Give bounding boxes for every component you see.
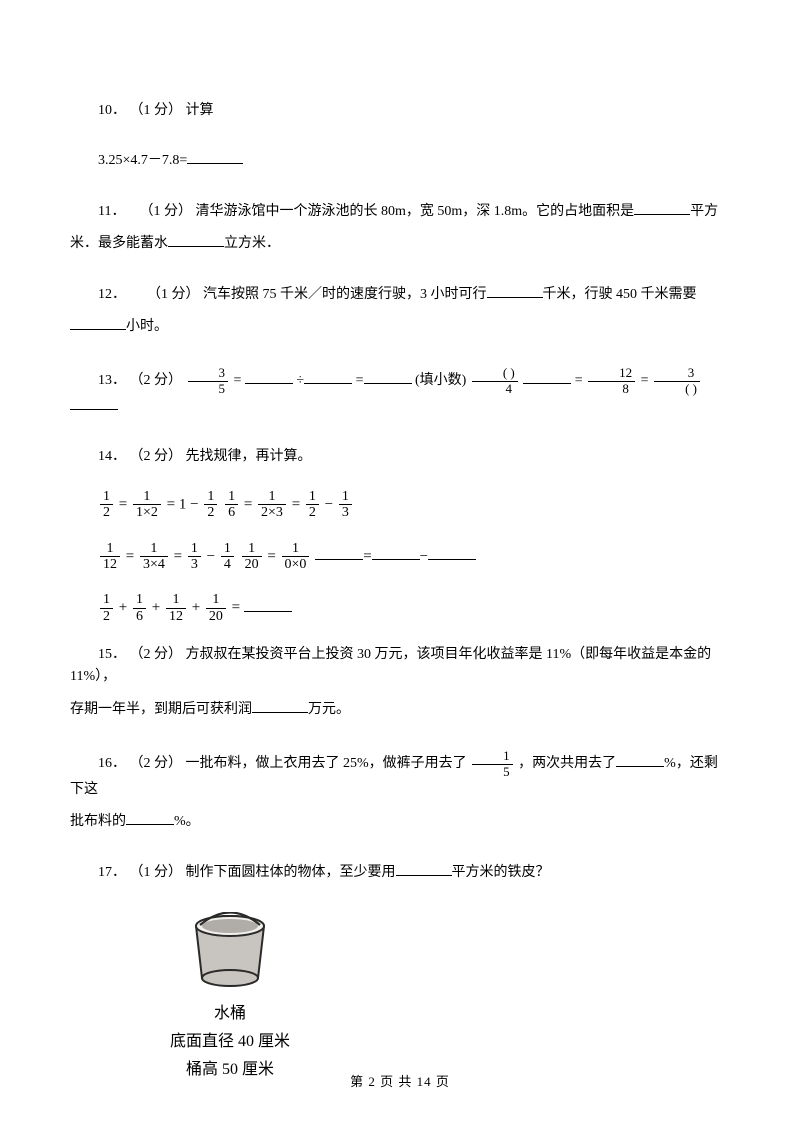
q12-t3: 小时。 bbox=[126, 319, 168, 334]
q14-line3: 12 + 16 + 112 + 120 = bbox=[98, 592, 730, 624]
fraction: 13×4 bbox=[140, 541, 168, 573]
q13-points: （2 分） bbox=[130, 373, 183, 388]
fraction: 12×3 bbox=[258, 489, 286, 521]
q12-t1: 汽车按照 75 千米／时的速度行驶，3 小时可行 bbox=[203, 287, 487, 302]
question-12: 12． （1 分） 汽车按照 75 千米／时的速度行驶，3 小时可行 千米，行驶 … bbox=[70, 284, 730, 306]
bucket-figure: 水桶 底面直径 40 厘米 桶高 50 厘米 bbox=[140, 912, 320, 1082]
fraction: ( )4 bbox=[472, 366, 518, 396]
q12-t2: 千米，行驶 450 千米需要 bbox=[543, 287, 697, 302]
q11-points: （1 分） bbox=[139, 204, 192, 219]
fraction: 14 bbox=[221, 541, 234, 573]
q16-num: 16． bbox=[98, 756, 126, 771]
fraction: 112 bbox=[100, 541, 120, 573]
page-footer: 第 2 页 共 14 页 bbox=[0, 1071, 800, 1090]
blank bbox=[372, 545, 420, 560]
question-11: 11． （1 分） 清华游泳馆中一个游泳池的长 80m，宽 50m，深 1.8m… bbox=[70, 201, 730, 223]
blank bbox=[245, 370, 293, 384]
q12-points: （1 分） bbox=[147, 287, 200, 302]
q14-points: （2 分） bbox=[130, 449, 183, 464]
q17-points: （1 分） bbox=[130, 865, 183, 880]
q15-t2: 存期一年半，到期后可获利润 bbox=[70, 702, 252, 717]
blank bbox=[396, 862, 452, 876]
q16-t2: ，两次共用去了 bbox=[518, 756, 616, 771]
blank bbox=[168, 233, 224, 247]
bucket-icon bbox=[185, 912, 275, 998]
q13-num: 13． bbox=[98, 373, 126, 388]
q15-points: （2 分） bbox=[130, 647, 183, 662]
blank bbox=[304, 370, 352, 384]
fraction: 11×2 bbox=[133, 489, 161, 521]
blank bbox=[70, 316, 126, 330]
fraction: 12 bbox=[306, 489, 319, 521]
fraction: 128 bbox=[588, 366, 635, 396]
blank bbox=[428, 545, 476, 560]
fraction: 13 bbox=[188, 541, 201, 573]
question-16-cont: 批布料的 %。 bbox=[70, 811, 730, 833]
q16-t5: %。 bbox=[174, 814, 200, 829]
question-12-cont: 小时。 bbox=[70, 316, 730, 338]
q10-title: 计算 bbox=[186, 103, 214, 118]
fraction: 16 bbox=[133, 592, 146, 624]
fraction: 3( ) bbox=[654, 366, 700, 396]
blank bbox=[634, 201, 690, 215]
q17-num: 17． bbox=[98, 865, 126, 880]
q14-num: 14． bbox=[98, 449, 126, 464]
q16-t1: 一批布料，做上衣用去了 25%，做裤子用去了 bbox=[186, 756, 471, 771]
q14-line2: 112 = 13×4 = 13 − 14 120 = 10×0 =− bbox=[98, 541, 730, 573]
q13-mid: (填小数) bbox=[415, 373, 466, 388]
blank bbox=[487, 284, 543, 298]
q11-num: 11． bbox=[98, 204, 125, 219]
q15-t3: 万元。 bbox=[308, 702, 350, 717]
fraction: 35 bbox=[188, 366, 229, 396]
q14-title: 先找规律，再计算。 bbox=[186, 449, 312, 464]
blank bbox=[70, 396, 118, 410]
blank bbox=[364, 370, 412, 384]
question-17: 17． （1 分） 制作下面圆柱体的物体，至少要用 平方米的铁皮？ bbox=[70, 862, 730, 884]
q11-t2: 平方 bbox=[690, 204, 718, 219]
fraction: 12 bbox=[100, 489, 113, 521]
fraction: 10×0 bbox=[282, 541, 310, 573]
question-13: 13． （2 分） 35 = ÷ = (填小数) ( )4 = 128 = 3(… bbox=[70, 366, 730, 418]
q10-num: 10． bbox=[98, 103, 126, 118]
question-14: 14． （2 分） 先找规律，再计算。 bbox=[70, 446, 730, 468]
fraction: 120 bbox=[206, 592, 226, 624]
fraction: 13 bbox=[339, 489, 352, 521]
fraction: 15 bbox=[472, 749, 513, 779]
q14-line1: 12 = 11×2 = 1 − 12 16 = 12×3 = 12 − 13 bbox=[98, 489, 730, 521]
q16-t4: 批布料的 bbox=[70, 814, 126, 829]
question-10: 10． （1 分） 计算 bbox=[70, 100, 730, 122]
blank bbox=[187, 150, 243, 164]
blank bbox=[523, 370, 571, 384]
blank bbox=[315, 545, 363, 560]
question-15: 15． （2 分） 方叔叔在某投资平台上投资 30 万元，该项目年化收益率是 1… bbox=[70, 644, 730, 689]
question-15-cont: 存期一年半，到期后可获利润 万元。 bbox=[70, 699, 730, 721]
q17-t1: 制作下面圆柱体的物体，至少要用 bbox=[186, 865, 396, 880]
blank bbox=[126, 811, 174, 825]
fraction: 112 bbox=[166, 592, 186, 624]
q10-points: （1 分） bbox=[130, 103, 183, 118]
question-11-cont: 米．最多能蓄水 立方米． bbox=[70, 233, 730, 255]
blank bbox=[616, 753, 664, 767]
fraction: 12 bbox=[204, 489, 217, 521]
q12-num: 12． bbox=[98, 287, 126, 302]
q15-num: 15． bbox=[98, 647, 126, 662]
fraction: 12 bbox=[100, 592, 113, 624]
q11-t1: 清华游泳馆中一个游泳池的长 80m，宽 50m，深 1.8m。它的占地面积是 bbox=[195, 204, 634, 219]
bucket-name: 水桶 bbox=[140, 1002, 320, 1026]
question-16: 16． （2 分） 一批布料，做上衣用去了 25%，做裤子用去了 15 ，两次共… bbox=[70, 749, 730, 801]
fraction: 16 bbox=[225, 489, 238, 521]
blank bbox=[244, 597, 292, 612]
q11-t3: 米．最多能蓄水 bbox=[70, 236, 168, 251]
q10-expr: 3.25×4.7－7.8= bbox=[98, 153, 187, 168]
fraction: 120 bbox=[242, 541, 262, 573]
q16-points: （2 分） bbox=[130, 756, 183, 771]
question-10-expr: 3.25×4.7－7.8= bbox=[70, 150, 730, 172]
blank bbox=[252, 699, 308, 713]
q17-t2: 平方米的铁皮？ bbox=[452, 865, 550, 880]
bucket-dia: 底面直径 40 厘米 bbox=[140, 1030, 320, 1054]
q11-t4: 立方米． bbox=[224, 236, 280, 251]
